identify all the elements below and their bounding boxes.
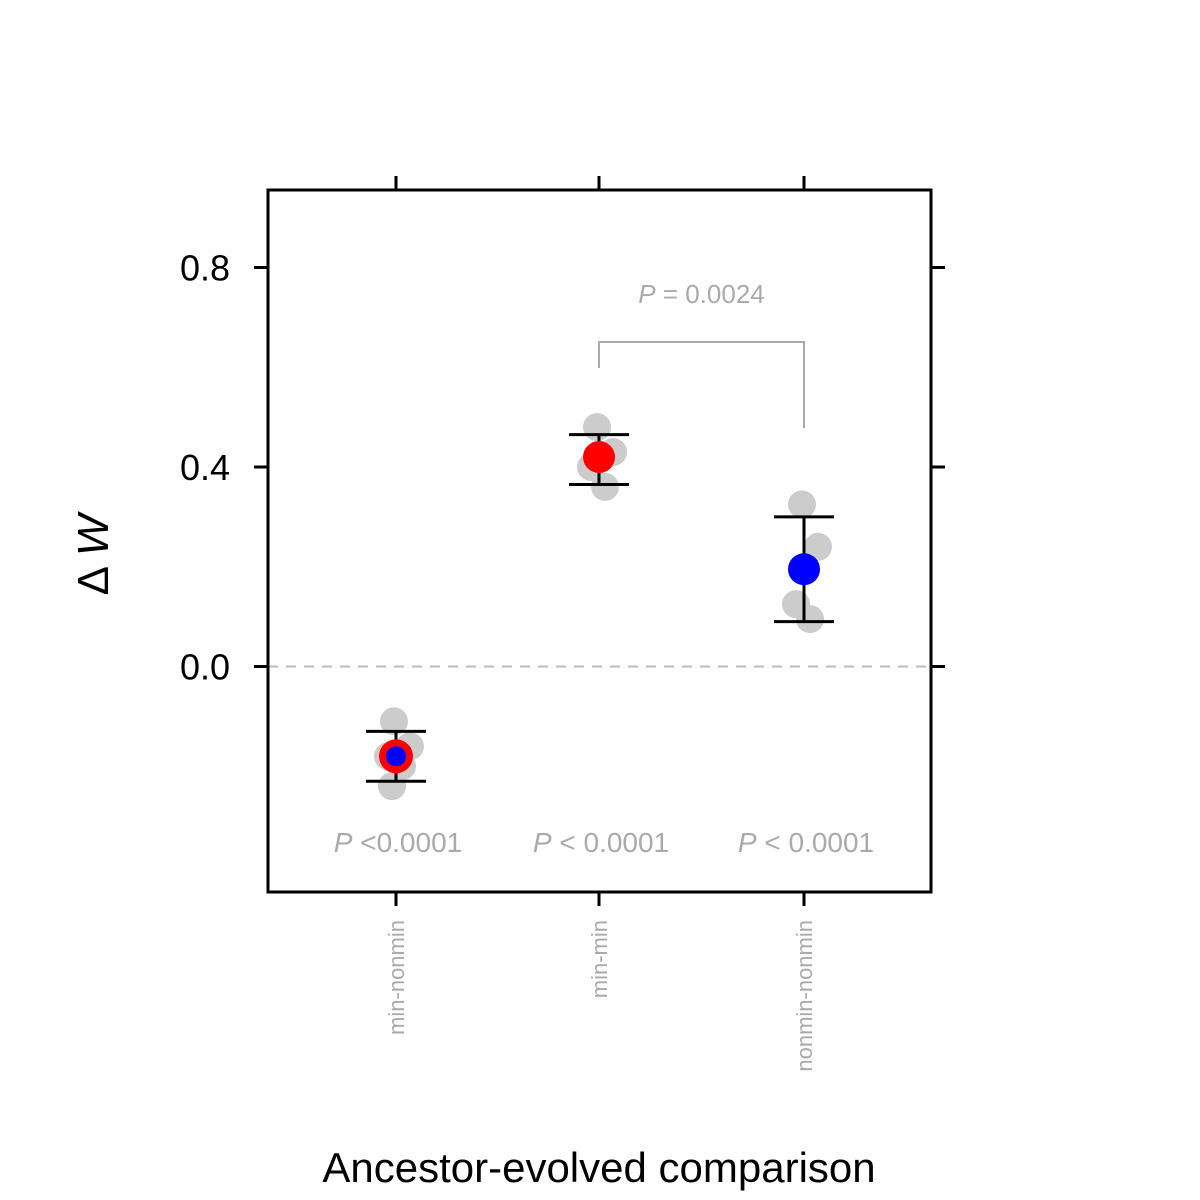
- mean-point: [583, 441, 615, 474]
- p-value-label: P <0.0001: [334, 827, 462, 858]
- x-tick-label: min-nonmin: [384, 920, 409, 1035]
- x-tick-label: min-min: [587, 920, 612, 998]
- y-tick-label: 0.4: [180, 447, 230, 488]
- p-value-symbol: P: [334, 827, 353, 858]
- y-axis-label: Δ W: [69, 511, 118, 595]
- plot-frame: [266, 188, 933, 894]
- p-value-text: < 0.0001: [552, 827, 670, 858]
- p-value-symbol: P: [533, 827, 552, 858]
- p-value-symbol: P: [738, 827, 757, 858]
- replicate-point: [583, 413, 611, 442]
- comparison-bracket: [598, 341, 805, 428]
- y-tick-label: 0.8: [180, 248, 230, 289]
- y-axis-label-delta: Δ: [69, 566, 118, 595]
- comparison-p-symbol: P: [638, 279, 656, 309]
- replicate-point: [804, 532, 832, 561]
- mean-point: [788, 553, 820, 586]
- x-axis-label: Ancestor-evolved comparison: [322, 1144, 875, 1191]
- p-value-label: P < 0.0001: [738, 827, 874, 858]
- y-tick-label: 0.0: [180, 647, 230, 688]
- replicate-point: [591, 472, 619, 501]
- comparison-p-value: P = 0.0024: [638, 279, 765, 309]
- mean-point-inner: [386, 746, 406, 767]
- x-tick-label: nonmin-nonmin: [792, 920, 817, 1072]
- p-value-text: < 0.0001: [757, 827, 875, 858]
- replicate-point: [378, 772, 406, 801]
- p-value-label: P < 0.0001: [533, 827, 669, 858]
- p-value-text: <0.0001: [352, 827, 462, 858]
- y-axis-label-var: W: [69, 511, 118, 556]
- replicate-point: [788, 490, 816, 519]
- comparison-p-text: = 0.0024: [656, 279, 765, 309]
- replicate-point: [796, 605, 824, 634]
- replicate-point: [380, 707, 408, 736]
